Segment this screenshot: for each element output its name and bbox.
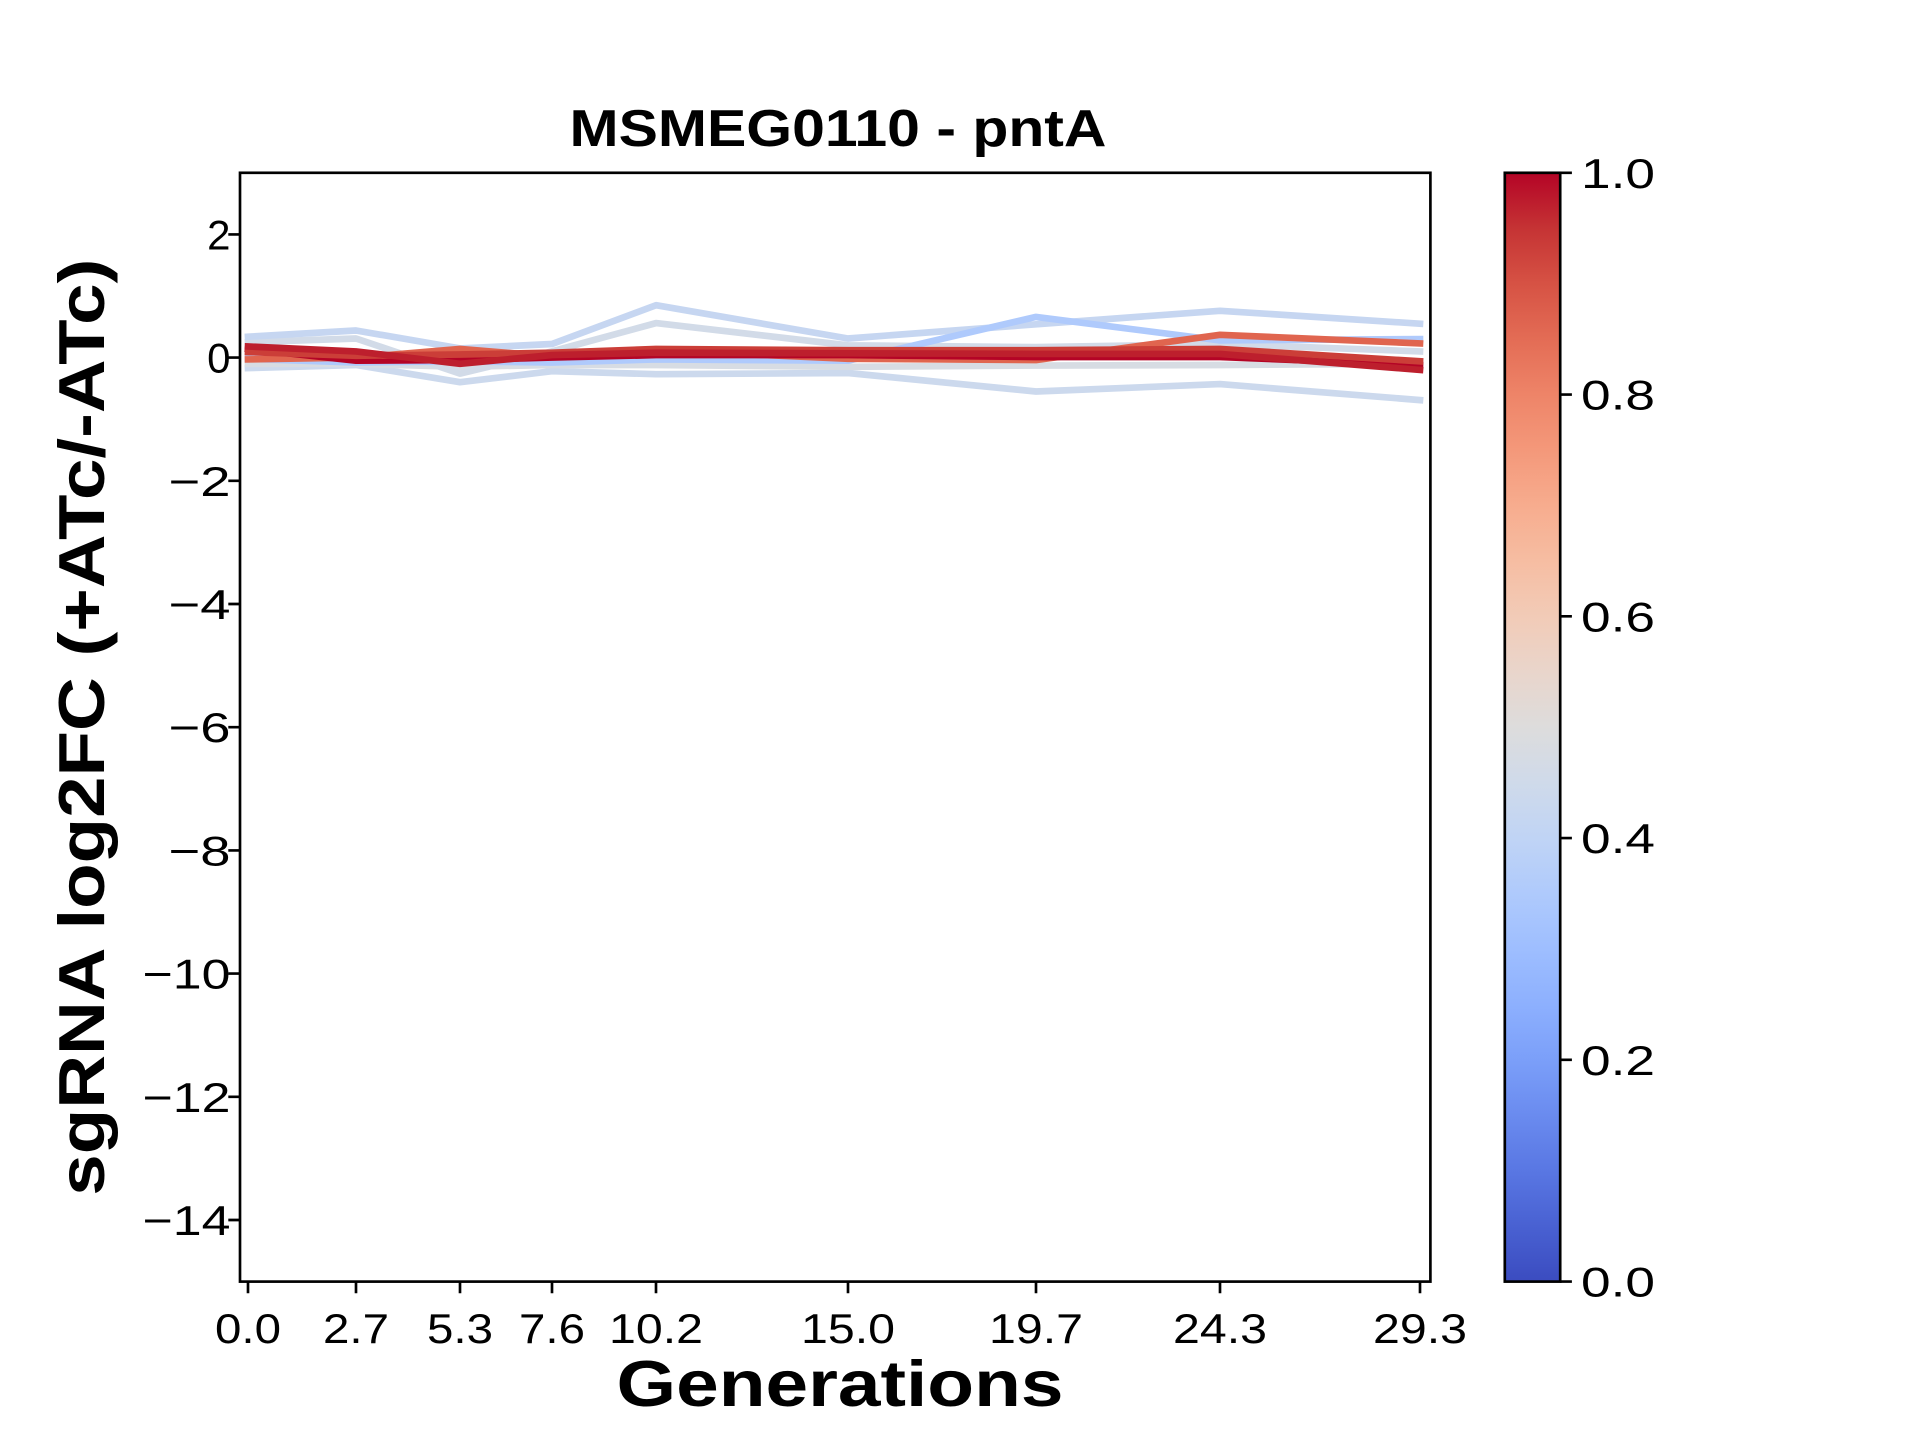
svg-text:−2: −2 — [169, 458, 231, 505]
svg-text:29.3: 29.3 — [1373, 1305, 1467, 1352]
svg-text:15.0: 15.0 — [801, 1305, 895, 1352]
svg-text:−8: −8 — [169, 827, 231, 874]
svg-text:0.0: 0.0 — [1581, 1259, 1655, 1306]
svg-text:−14: −14 — [143, 1197, 231, 1244]
svg-text:0.8: 0.8 — [1581, 372, 1655, 419]
svg-text:10.2: 10.2 — [609, 1305, 703, 1352]
svg-text:−6: −6 — [169, 704, 231, 751]
svg-text:0.2: 0.2 — [1581, 1037, 1655, 1084]
svg-text:7.6: 7.6 — [519, 1305, 585, 1352]
svg-text:sgRNA log2FC (+ATc/-ATc): sgRNA log2FC (+ATc/-ATc) — [45, 259, 118, 1196]
svg-text:2: 2 — [207, 211, 230, 258]
svg-text:0.6: 0.6 — [1581, 593, 1655, 640]
svg-text:0: 0 — [207, 335, 230, 382]
svg-text:1.0: 1.0 — [1581, 150, 1655, 197]
svg-text:19.7: 19.7 — [989, 1305, 1083, 1352]
svg-text:24.3: 24.3 — [1173, 1305, 1267, 1352]
svg-text:−12: −12 — [143, 1074, 231, 1121]
svg-text:MSMEG0110 - pntA: MSMEG0110 - pntA — [570, 100, 1107, 158]
svg-text:−10: −10 — [143, 951, 231, 998]
svg-text:0.4: 0.4 — [1581, 815, 1655, 862]
svg-text:Generations: Generations — [617, 1347, 1064, 1420]
svg-text:0.0: 0.0 — [215, 1305, 281, 1352]
svg-text:2.7: 2.7 — [323, 1305, 389, 1352]
svg-text:5.3: 5.3 — [427, 1305, 493, 1352]
svg-text:−4: −4 — [169, 581, 231, 628]
